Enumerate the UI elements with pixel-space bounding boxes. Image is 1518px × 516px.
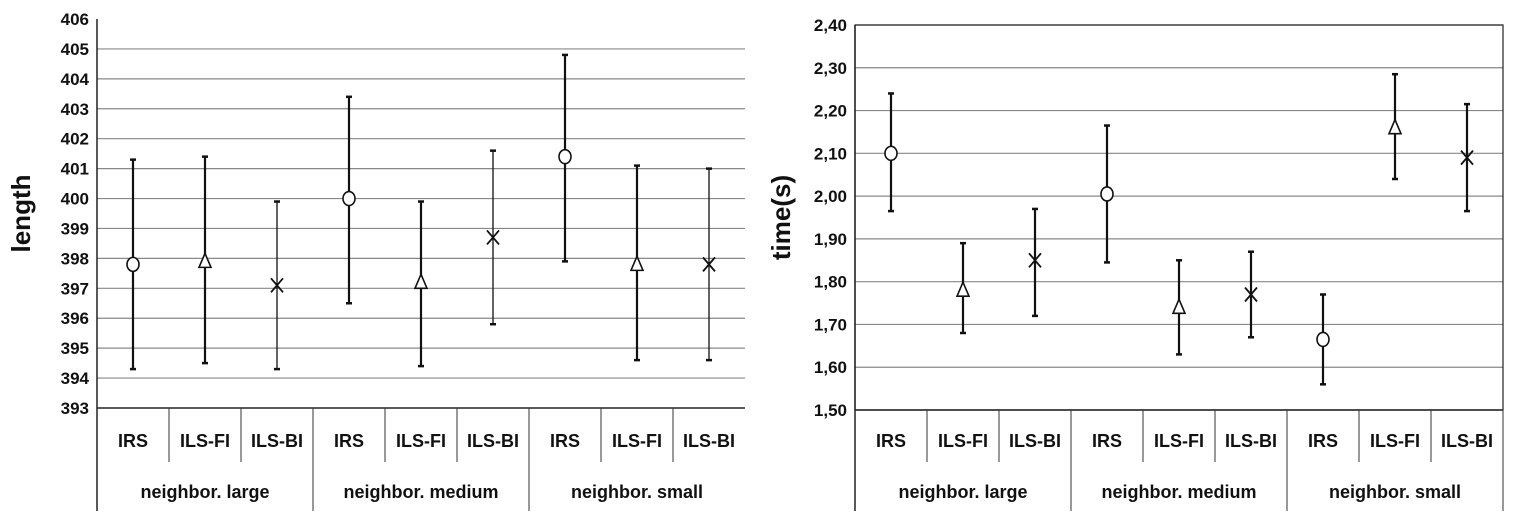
- x-tick-label: ILS-FI: [612, 431, 662, 451]
- y-tick-label: 2,30: [814, 59, 847, 78]
- y-tick-label: 1,50: [814, 401, 847, 420]
- x-tick-label: IRS: [334, 431, 364, 451]
- x-tick-label: IRS: [550, 431, 580, 451]
- data-point-circle: [884, 145, 898, 162]
- y-tick-label: 2,40: [814, 16, 847, 35]
- y-tick-label: 2,20: [814, 102, 847, 121]
- y-tick-label: 396: [61, 309, 89, 328]
- data-point-triangle: [955, 280, 971, 298]
- x-tick-label: ILS-BI: [683, 431, 735, 451]
- data-point-triangle: [629, 254, 645, 272]
- x-group-label: neighbor. large: [140, 482, 269, 502]
- y-tick-label: 2,00: [814, 187, 847, 206]
- x-tick-label: ILS-BI: [1225, 431, 1277, 451]
- data-point-x: [702, 256, 716, 272]
- data-point-triangle: [197, 251, 213, 269]
- data-point-circle: [1316, 331, 1330, 348]
- data-point-x: [486, 229, 500, 246]
- data-point-triangle: [1387, 117, 1403, 135]
- x-tick-label: ILS-FI: [396, 431, 446, 451]
- data-point-triangle: [1171, 297, 1187, 315]
- y-tick-label: 398: [61, 249, 89, 268]
- data-point-x: [1244, 286, 1258, 303]
- x-tick-label: IRS: [1308, 431, 1338, 451]
- x-tick-label: ILS-FI: [938, 431, 988, 451]
- data-point-x: [1460, 150, 1474, 166]
- chart-0: 393 394 395 396 397 398 399 400 401 402 403 404 405 4…: [6, 10, 745, 511]
- y-tick-label: 403: [61, 100, 89, 119]
- x-tick-label: ILS-FI: [180, 431, 230, 451]
- chart-1: 1,50 1,60 1,70 1,80 1,90 2,00 2,10 2,20 2,30 2,40…: [766, 16, 1504, 511]
- y-tick-label: 1,70: [814, 315, 847, 334]
- x-tick-label: IRS: [876, 431, 906, 451]
- x-tick-label: ILS-FI: [1154, 431, 1204, 451]
- data-point-x: [1028, 252, 1042, 268]
- x-group-label: neighbor. medium: [1101, 482, 1256, 502]
- data-point-circle: [558, 148, 572, 165]
- y-tick-label: 1,80: [814, 273, 847, 292]
- data-point-x: [270, 277, 284, 293]
- data-point-circle: [1100, 186, 1114, 202]
- y-axis-label: length: [6, 175, 36, 253]
- y-axis-label: time(s): [766, 175, 796, 260]
- y-tick-label: 400: [61, 190, 89, 209]
- y-tick-label: 1,60: [814, 358, 847, 377]
- x-group-label: neighbor. large: [898, 482, 1027, 502]
- x-group-label: neighbor. medium: [343, 482, 498, 502]
- data-point-circle: [342, 190, 356, 207]
- y-tick-label: 394: [61, 369, 90, 388]
- y-tick-label: 1,90: [814, 230, 847, 249]
- x-group-label: neighbor. small: [1329, 482, 1461, 502]
- x-tick-label: ILS-BI: [251, 431, 303, 451]
- y-tick-label: 2,10: [814, 144, 847, 163]
- y-tick-label: 405: [61, 40, 89, 59]
- y-tick-label: 399: [61, 219, 89, 238]
- x-tick-label: IRS: [1092, 431, 1122, 451]
- x-tick-label: ILS-BI: [467, 431, 519, 451]
- x-tick-label: IRS: [118, 431, 148, 451]
- x-tick-label: ILS-BI: [1009, 431, 1061, 451]
- data-point-triangle: [413, 272, 429, 290]
- y-tick-label: 406: [61, 10, 89, 29]
- y-tick-label: 395: [61, 339, 89, 358]
- data-point-circle: [126, 256, 140, 273]
- y-tick-label: 404: [61, 70, 90, 89]
- x-tick-label: ILS-FI: [1370, 431, 1420, 451]
- x-tick-label: ILS-BI: [1441, 431, 1493, 451]
- x-group-label: neighbor. small: [571, 482, 703, 502]
- y-tick-label: 393: [61, 399, 89, 418]
- y-tick-label: 401: [61, 160, 89, 179]
- y-tick-label: 397: [61, 279, 89, 298]
- y-tick-label: 402: [61, 130, 89, 149]
